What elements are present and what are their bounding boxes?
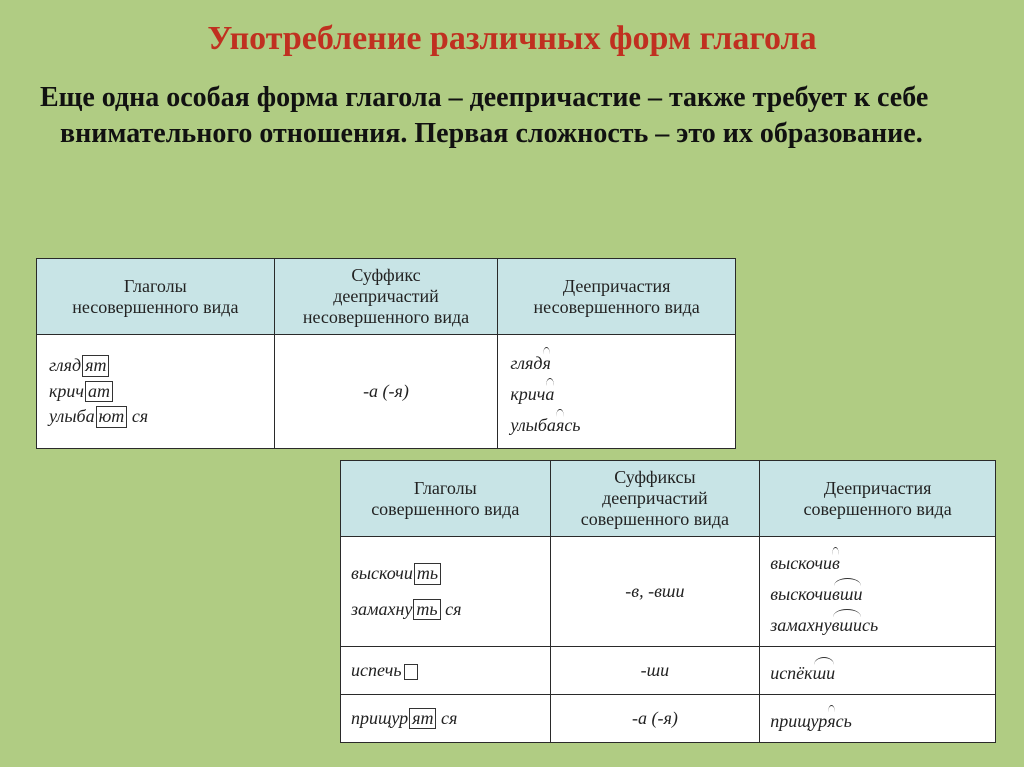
table-perfective: Глаголы совершенного вида Суффиксы деепр… [340,460,996,743]
t1-participles: глядя крича улыбаясь [498,335,736,449]
t2-head-3: Деепричастия совершенного вида [760,461,996,537]
t2-r3-verbs: прищурят ся [341,695,551,743]
t2-r1-participles: выскочив выскочивши замахнувшись [760,537,996,647]
table-imperfective: Глаголы несовершенного вида Суффикс дееп… [36,258,736,449]
t1-head-2: Суффикс деепричастий несовершенного вида [274,259,498,335]
t1-suffix: -а (-я) [274,335,498,449]
t2-r3-participles: прищурясь [760,695,996,743]
t2-head-1: Глаголы совершенного вида [341,461,551,537]
t1-verbs: глядят кричат улыбают ся [37,335,275,449]
t2-r2-verbs: испечь [341,647,551,695]
t2-r1-suffix: -в, -вши [550,537,760,647]
t2-r2-suffix: -ши [550,647,760,695]
t2-head-2: Суффиксы деепричастий совершенного вида [550,461,760,537]
t2-r3-suffix: -а (-я) [550,695,760,743]
t1-head-3: Деепричастия несовершенного вида [498,259,736,335]
page-title: Употребление различных форм глагола [40,20,984,58]
t2-r1-verbs: выскочить замахнуть ся [341,537,551,647]
intro-paragraph: Еще одна особая форма глагола – дееприча… [40,80,984,153]
t2-r2-participles: испёкши [760,647,996,695]
t1-head-1: Глаголы несовершенного вида [37,259,275,335]
